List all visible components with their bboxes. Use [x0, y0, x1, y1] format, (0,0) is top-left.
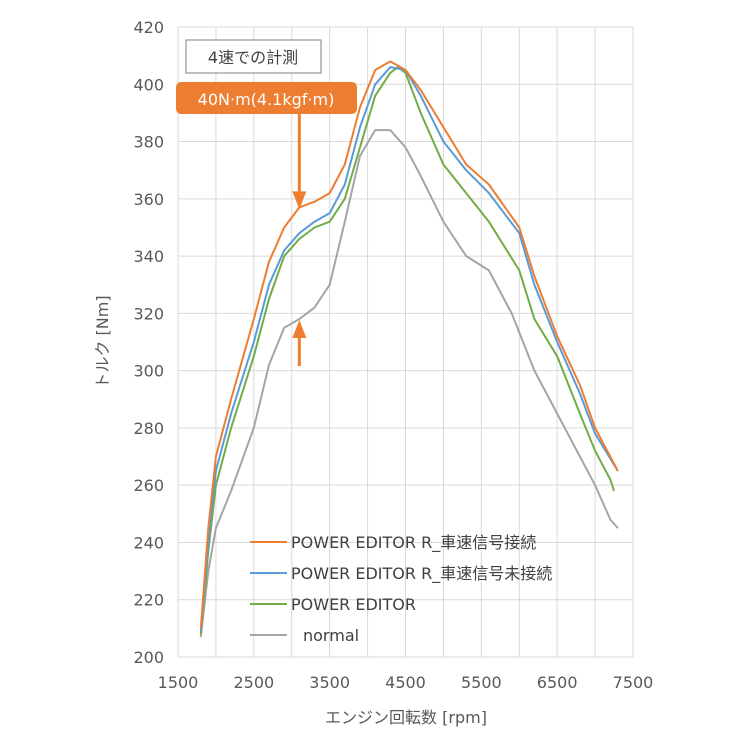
difference-label-bg: [176, 82, 357, 114]
x-tick-label: 3500: [309, 673, 350, 692]
legend-entry: POWER EDITOR: [291, 595, 416, 614]
legend-entry: POWER EDITOR R_車速信号接続: [291, 533, 536, 553]
x-tick-label: 4500: [385, 673, 426, 692]
note-text: 4速での計測: [208, 48, 298, 67]
note-box: 4速での計測: [185, 39, 322, 74]
x-tick-label: 6500: [537, 673, 578, 692]
y-axis-label: トルク [Nm]: [93, 295, 112, 388]
arrow-up-icon: [292, 319, 307, 338]
y-tick-label: 240: [133, 533, 164, 552]
x-tick-label: 5500: [461, 673, 502, 692]
y-tick-label: 380: [133, 133, 164, 152]
arrow-down-icon: [292, 191, 307, 210]
y-tick-label: 280: [133, 419, 164, 438]
x-tick-label: 1500: [158, 673, 199, 692]
y-tick-label: 200: [133, 648, 164, 667]
difference-label: 40N·m(4.1kgf·m): [198, 90, 335, 109]
series-line-power-editor-r_車速信号接続: [199, 60, 619, 629]
series-line-normal: [199, 129, 619, 638]
y-tick-label: 360: [133, 190, 164, 209]
x-tick-label: 2500: [233, 673, 274, 692]
series-line-power-editor-r_車速信号未接続: [199, 66, 619, 632]
y-tick-label: 220: [133, 591, 164, 610]
legend: POWER EDITOR R_車速信号接続 POWER EDITOR R_車速信号…: [250, 533, 552, 645]
y-tick-label: 260: [133, 476, 164, 495]
series-line-power-editor: [199, 66, 615, 635]
y-tick-label: 420: [133, 18, 164, 37]
y-tick-label: 300: [133, 362, 164, 381]
legend-entry: POWER EDITOR R_車速信号未接続: [291, 564, 552, 584]
x-tick-label: 7500: [613, 673, 654, 692]
y-tick-label: 320: [133, 304, 164, 323]
legend-entry: normal: [303, 626, 359, 645]
y-tick-label: 400: [133, 75, 164, 94]
difference-annotation: 40N·m(4.1kgf·m): [176, 82, 357, 366]
x-axis-label: エンジン回転数 [rpm]: [325, 708, 487, 727]
y-tick-label: 340: [133, 247, 164, 266]
